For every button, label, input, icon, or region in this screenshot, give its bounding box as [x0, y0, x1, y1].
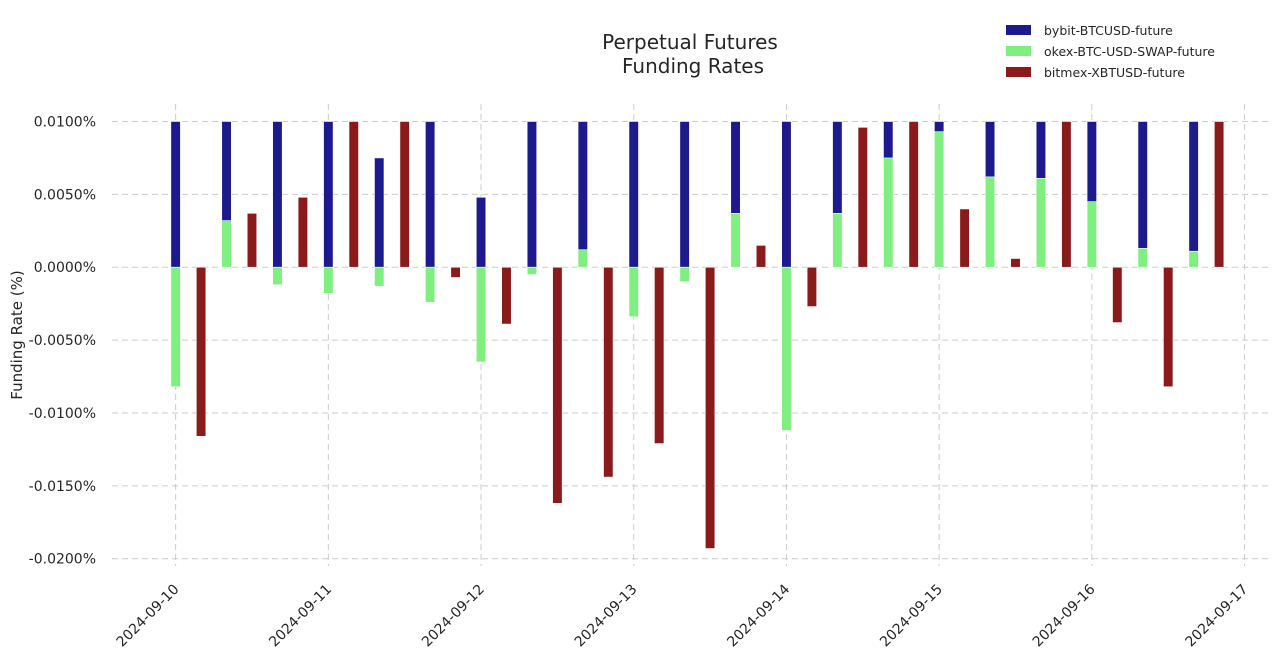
x-tick-label: 2024-09-14	[724, 581, 793, 650]
bar-series-1	[170, 266, 181, 388]
bar-series-2	[806, 266, 817, 307]
bar-series-1	[272, 266, 283, 286]
x-tick-label: 2024-09-15	[877, 582, 946, 651]
bar-series-0	[577, 121, 588, 268]
x-tick-label: 2024-09-13	[572, 582, 641, 651]
bar-series-1	[1035, 178, 1047, 268]
bar-series-1	[475, 266, 487, 363]
y-tick-label: -0.0050%	[29, 333, 96, 349]
bar-series-2	[552, 266, 563, 504]
bar-series-2	[246, 213, 258, 268]
bar-series-2	[501, 266, 512, 325]
x-tick-label: 2024-09-10	[114, 582, 183, 651]
bar-series-2	[654, 266, 665, 444]
x-tick-label: 2024-09-12	[419, 582, 488, 651]
bar-series-2	[1214, 121, 1225, 268]
bar-series-0	[679, 121, 690, 268]
bar-series-0	[1137, 121, 1148, 268]
bar-series-1	[628, 266, 639, 318]
bars	[170, 121, 1225, 549]
bar-series-0	[475, 196, 487, 268]
y-tick-label: -0.0200%	[29, 552, 96, 568]
y-axis-label: Funding Rate (%)	[8, 270, 26, 399]
bar-series-1	[883, 157, 894, 268]
legend-label-bitmex: bitmex-XBTUSD-future	[1044, 65, 1185, 80]
bar-series-0	[374, 157, 385, 268]
chart-title-line-1: Perpetual Futures	[602, 30, 778, 54]
y-tick-label: 0.0050%	[34, 187, 96, 203]
bar-series-1	[1188, 250, 1199, 268]
bar-series-2	[1163, 266, 1174, 388]
x-tick-label: 2024-09-16	[1030, 581, 1099, 650]
bar-series-2	[959, 208, 970, 268]
bar-series-2	[908, 121, 919, 268]
bar-series-2	[1061, 121, 1072, 268]
bar-series-2	[1010, 258, 1021, 268]
bar-series-1	[577, 249, 588, 268]
bar-series-1	[1137, 247, 1148, 268]
y-tick-label: -0.0150%	[29, 479, 96, 495]
bar-series-2	[348, 121, 359, 268]
legend-label-bybit: bybit-BTCUSD-future	[1044, 23, 1173, 38]
bar-series-0	[526, 121, 538, 268]
y-tick-label: 0.0000%	[34, 260, 96, 276]
bar-series-1	[984, 176, 996, 268]
legend-swatch-okex	[1006, 46, 1031, 56]
bar-series-2	[196, 266, 207, 437]
bar-series-0	[1188, 121, 1199, 268]
bar-series-1	[221, 220, 232, 268]
bar-series-1	[679, 266, 690, 283]
bar-series-2	[297, 196, 308, 268]
chart-title-line-2: Funding Rates	[622, 54, 764, 78]
bar-series-1	[730, 213, 741, 268]
y-tick-label: -0.0100%	[29, 406, 96, 422]
bar-series-1	[934, 131, 945, 268]
bar-series-1	[832, 213, 843, 268]
bar-series-2	[399, 121, 410, 268]
legend-swatch-bybit	[1006, 25, 1031, 35]
bar-series-2	[857, 127, 868, 268]
x-tick-label: 2024-09-11	[266, 582, 335, 651]
bar-series-0	[425, 121, 436, 268]
legend-swatch-bitmex	[1006, 67, 1031, 77]
bar-series-0	[323, 121, 334, 268]
bar-series-1	[1086, 201, 1097, 268]
bar-series-1	[781, 266, 792, 431]
x-tick-label: 2024-09-17	[1183, 582, 1252, 651]
bar-series-2	[603, 266, 614, 478]
bar-series-2	[705, 266, 716, 549]
bar-series-2	[450, 266, 461, 278]
legend: bybit-BTCUSD-future okex-BTC-USD-SWAP-fu…	[1006, 23, 1215, 80]
bar-series-2	[755, 245, 767, 268]
bar-series-0	[170, 121, 181, 268]
bar-series-2	[1112, 266, 1123, 323]
bar-series-1	[425, 266, 436, 303]
bar-series-1	[323, 266, 334, 294]
bar-series-1	[374, 266, 385, 287]
grid-lines	[112, 104, 1270, 566]
bar-series-0	[781, 121, 792, 268]
y-tick-label: 0.0100%	[34, 114, 96, 130]
legend-label-okex: okex-BTC-USD-SWAP-future	[1044, 44, 1215, 59]
bar-series-0	[628, 121, 639, 268]
bar-series-0	[272, 121, 283, 268]
bar-series-1	[526, 266, 538, 275]
